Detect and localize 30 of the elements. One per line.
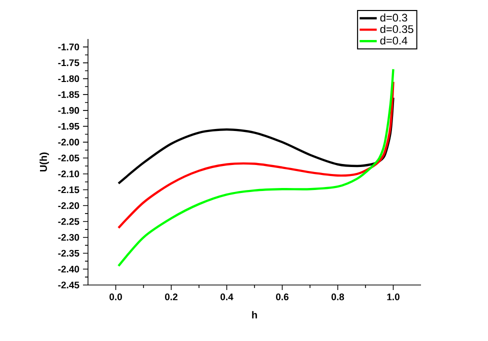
y-tick-label: -2.25 xyxy=(58,218,80,225)
y-tick-label: -1.80 xyxy=(58,75,80,82)
y-tick-label: -2.20 xyxy=(58,202,80,210)
x-tick-label: 0.6 xyxy=(276,294,289,300)
y-axis-title: U(h) xyxy=(40,152,49,172)
x-tick-label: 1.0 xyxy=(387,294,400,300)
y-tick-label: -1.90 xyxy=(58,107,80,114)
y-tick-label: -2.10 xyxy=(58,170,80,178)
line-series xyxy=(117,80,394,229)
y-tick-label: -2.05 xyxy=(58,154,80,162)
y-tick-label: -2.15 xyxy=(58,186,80,194)
legend-label: d=0.3 xyxy=(380,13,408,22)
y-tick-label: -2.00 xyxy=(58,138,80,146)
y-tick-label: -2.30 xyxy=(58,234,80,241)
line-series xyxy=(117,96,394,185)
y-tick-label: -2.40 xyxy=(58,266,80,272)
x-tick-label: 0.0 xyxy=(110,294,122,300)
x-tick-label: 0.2 xyxy=(165,294,178,300)
y-tick-label: -1.95 xyxy=(58,122,80,130)
legend-label: d=0.35 xyxy=(380,24,414,34)
legend-label: d=0.4 xyxy=(380,36,408,44)
line-series xyxy=(117,68,394,268)
y-tick-label: -1.85 xyxy=(58,91,80,98)
y-tick-label: -2.45 xyxy=(58,282,80,288)
y-tick-label: -1.75 xyxy=(58,59,80,66)
x-axis-title: h xyxy=(252,311,257,318)
x-tick-label: 0.4 xyxy=(220,294,234,300)
x-tick-label: 0.8 xyxy=(332,294,344,300)
y-tick-label: -2.35 xyxy=(58,250,80,257)
y-tick-label: -1.70 xyxy=(58,44,80,50)
